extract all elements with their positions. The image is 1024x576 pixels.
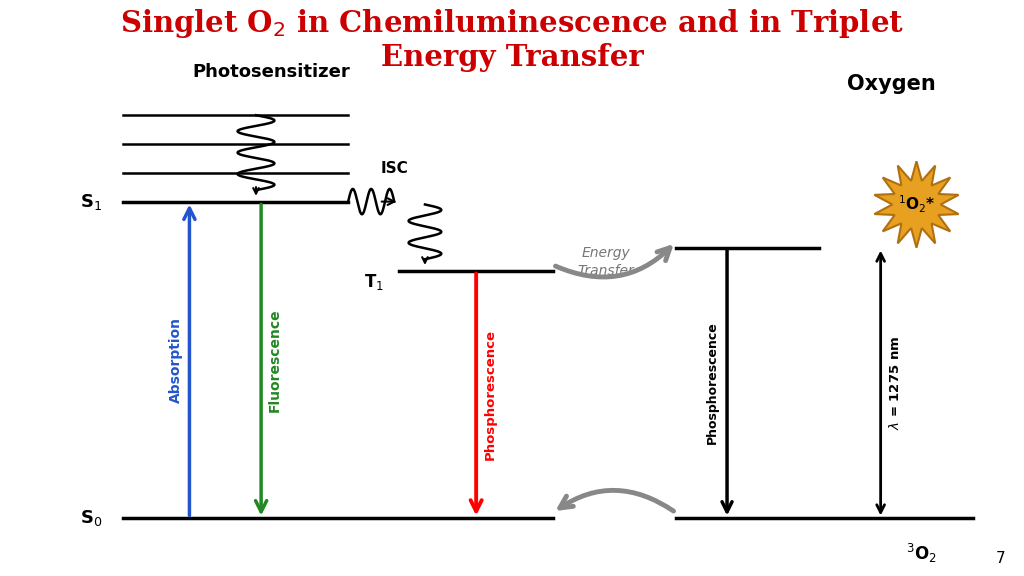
Text: Phosphorescence: Phosphorescence [484,329,497,460]
Text: Energy
Transfer: Energy Transfer [578,247,635,278]
Polygon shape [874,161,958,248]
Text: $^3$O$_2$: $^3$O$_2$ [906,541,937,564]
Text: $^1$O$_2$*: $^1$O$_2$* [898,194,935,215]
Text: Fluorescence: Fluorescence [267,308,282,412]
Text: 7: 7 [996,551,1006,566]
Text: Photosensitizer: Photosensitizer [193,63,350,81]
Text: Singlet O$_2$ in Chemiluminescence and in Triplet: Singlet O$_2$ in Chemiluminescence and i… [120,6,904,40]
Text: S$_0$: S$_0$ [80,509,102,528]
Text: Oxygen: Oxygen [847,74,935,93]
Text: Absorption: Absorption [169,317,183,403]
Text: T$_1$: T$_1$ [365,272,384,293]
Text: ISC: ISC [380,161,409,176]
Text: S$_1$: S$_1$ [81,192,102,211]
Text: Phosphorescence: Phosphorescence [707,321,719,445]
Text: Energy Transfer: Energy Transfer [381,43,643,72]
Text: $\lambda$ = 1275 nm: $\lambda$ = 1275 nm [888,336,902,430]
